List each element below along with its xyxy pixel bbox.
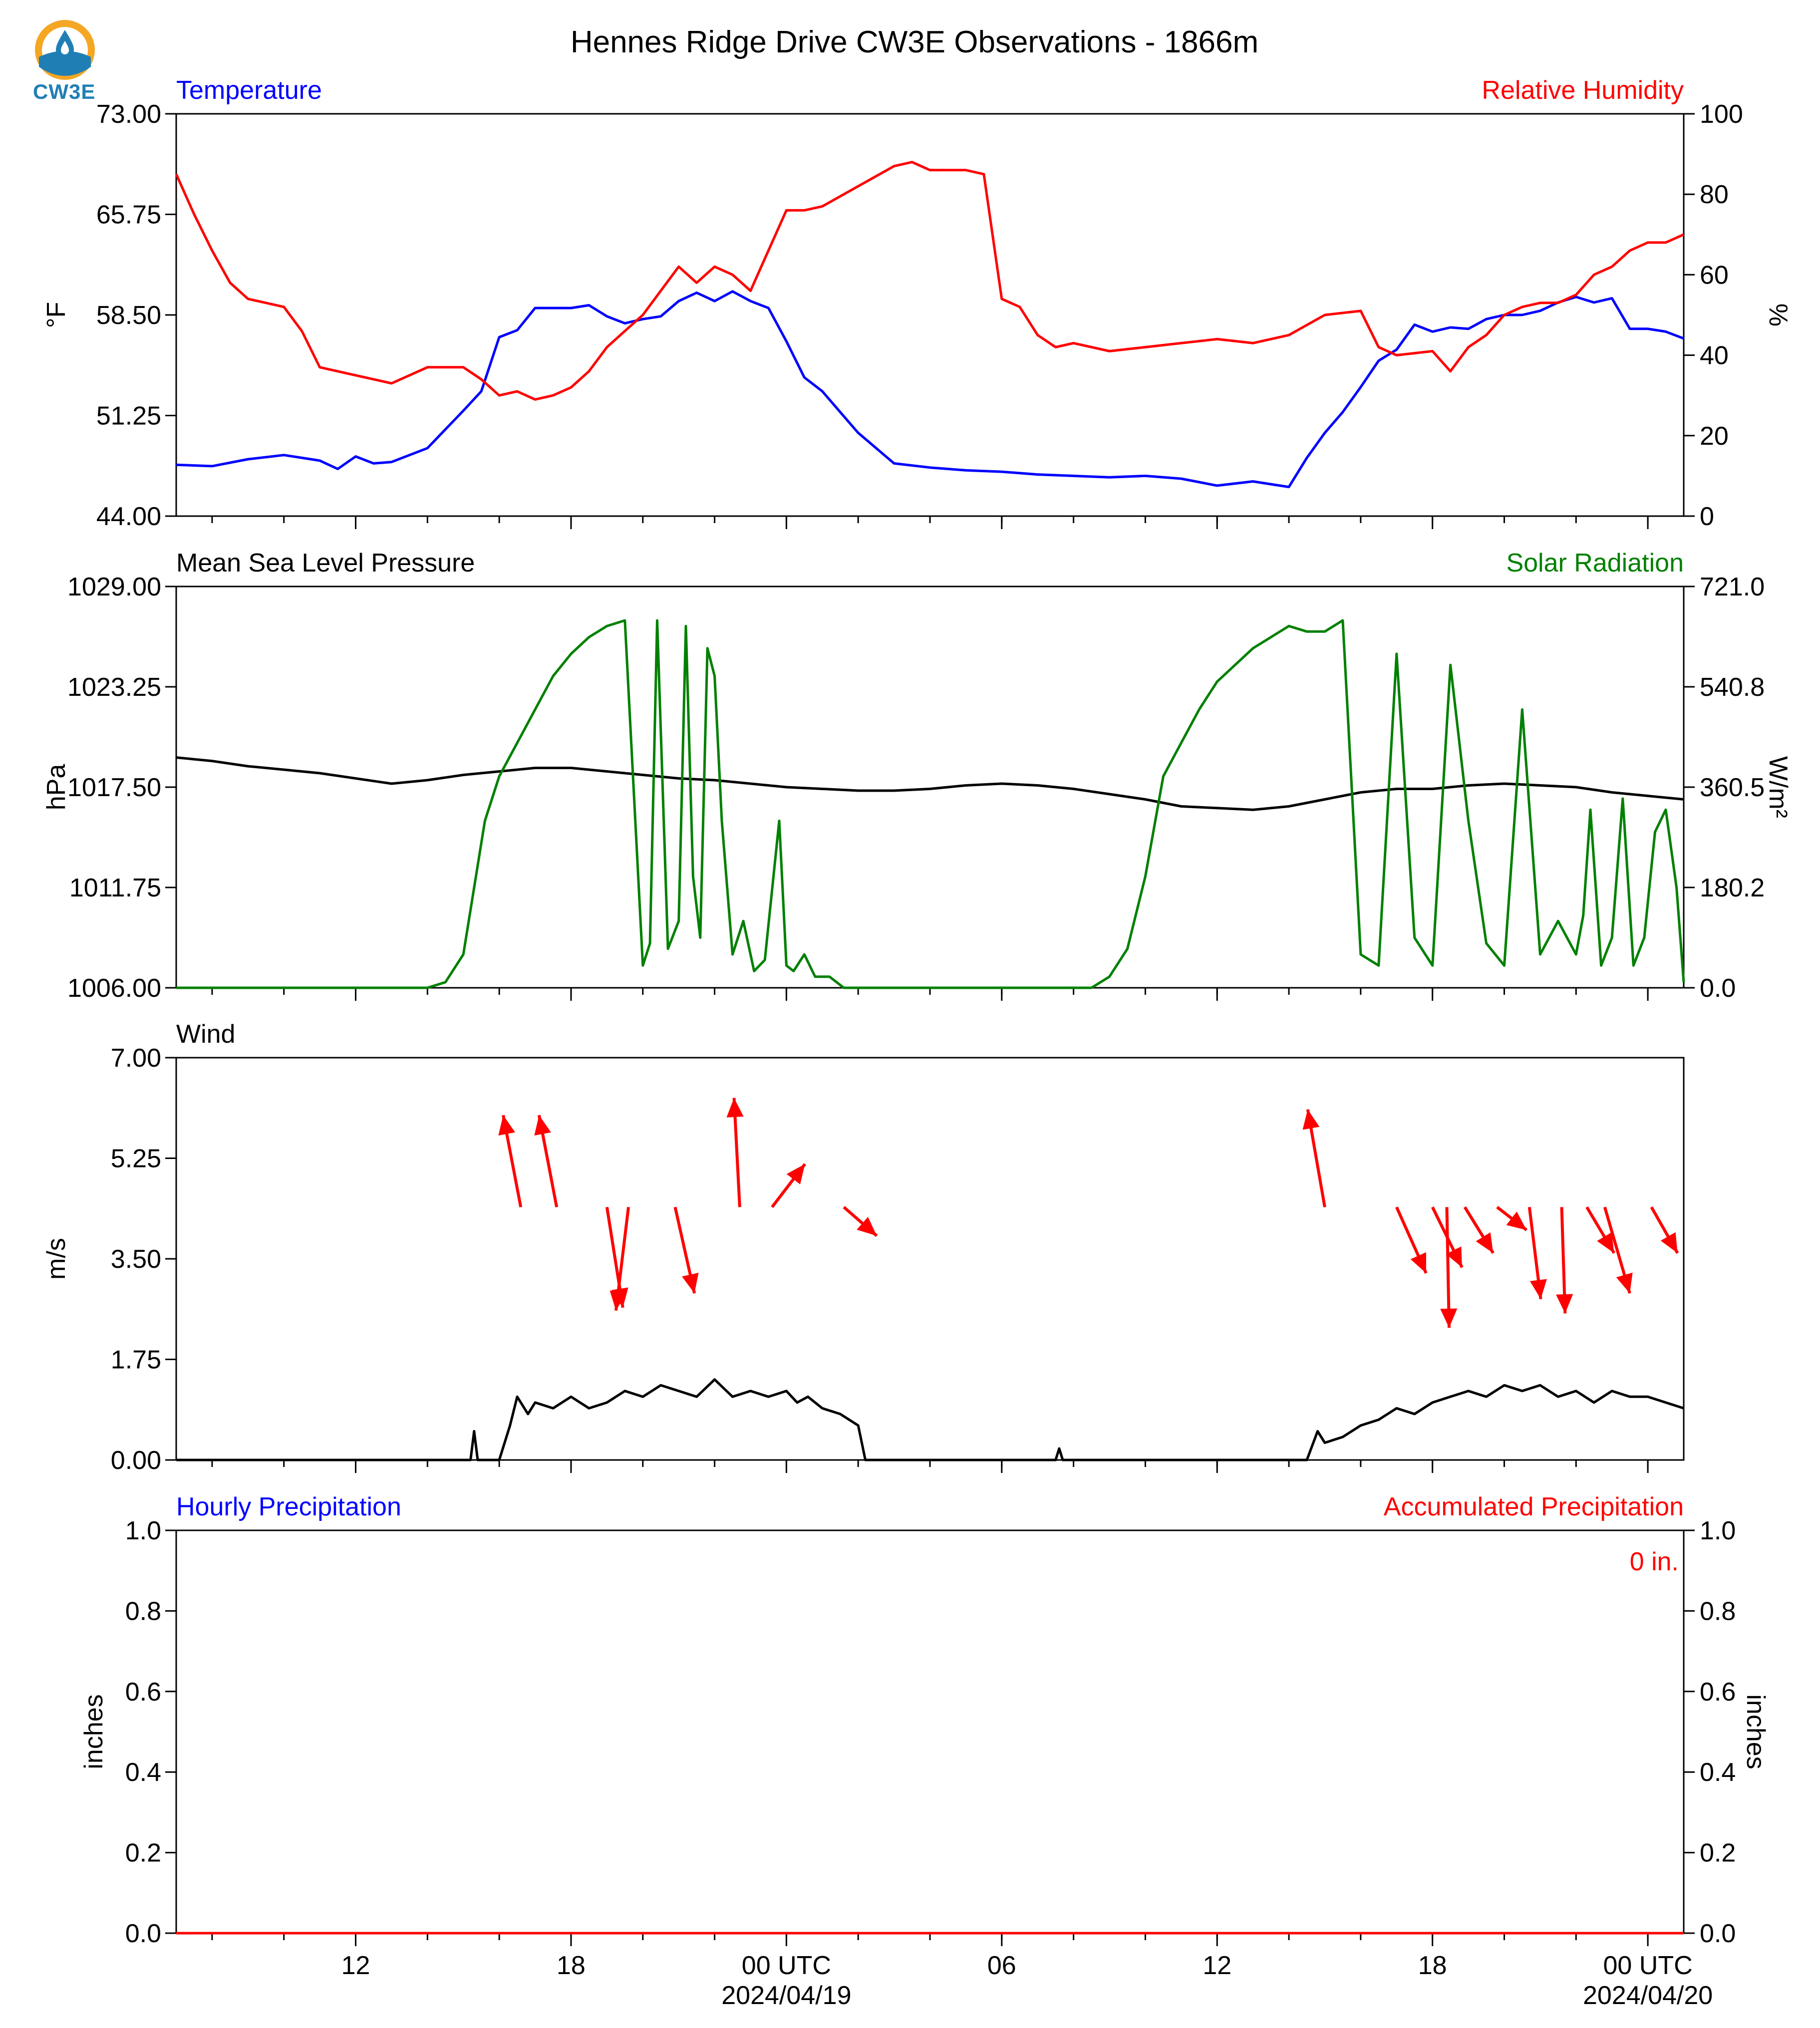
right-series-label: Relative Humidity	[1482, 76, 1684, 105]
panel-3: 7.00 5.25 3.50 1.75 0.00 Wind m/s	[42, 1020, 1685, 1475]
y-right-tick-label: 0.4	[1700, 1758, 1736, 1787]
right-series-label: Solar Radiation	[1506, 549, 1684, 578]
accumulated-total-label: 0 in.	[1630, 1547, 1679, 1576]
wind-arrow-head	[1616, 1272, 1633, 1294]
x-tick-label: 06	[987, 1951, 1016, 1980]
cw3e-logo	[30, 15, 100, 105]
y-left-tick-label: 1029.00	[67, 573, 161, 601]
wind-arrow-head	[1446, 1246, 1462, 1268]
y-left-tick-label: 1011.75	[69, 873, 161, 902]
y-left-tick-label: 5.25	[111, 1145, 161, 1173]
y-right-tick-label: 20	[1700, 422, 1729, 451]
wind-arrow-head	[857, 1216, 877, 1236]
y-left-tick-label: 0.0	[125, 1919, 161, 1948]
y-left-tick-label: 1.75	[111, 1346, 161, 1375]
y-left-tick-label: 0.2	[125, 1839, 161, 1868]
y-left-tick-label: 3.50	[111, 1245, 161, 1274]
wind-arrow-head	[1660, 1232, 1678, 1253]
x-date-label: 2024/04/19	[721, 1981, 851, 2010]
plot-frame	[175, 1529, 1685, 1934]
wind-arrow-head	[1440, 1308, 1458, 1328]
y-left-tick-label: 1023.25	[67, 673, 161, 702]
panel-1: 73.00 65.75 58.50 51.25 44.00 100 80 60 40 20 0 Tem…	[42, 76, 1793, 531]
y-left-tick-label: 0.00	[111, 1446, 161, 1475]
y-left-tick-label: 51.25	[96, 402, 161, 431]
wind-arrow-head	[786, 1164, 805, 1184]
x-tick-label: 18	[557, 1951, 586, 1980]
wind-arrow-head	[682, 1272, 699, 1294]
panel-2: 1029.00 1023.25 1017.50 1011.75 1006.00 721.0…	[42, 549, 1793, 1003]
y-right-axis-title: inches	[1741, 1694, 1770, 1769]
y-left-tick-label: 58.50	[96, 301, 161, 330]
y-right-tick-label: 100	[1700, 100, 1743, 129]
y-left-axis-title: m/s	[42, 1238, 71, 1280]
left-series-label: Hourly Precipitation	[176, 1492, 401, 1521]
y-left-tick-label: 1006.00	[67, 974, 161, 1003]
wind-arrow-head	[1597, 1232, 1614, 1253]
wind-arrow-head	[726, 1098, 744, 1118]
x-tick-label: 12	[1203, 1951, 1231, 1980]
y-right-axis-title: W/m²	[1764, 756, 1793, 818]
logo-text: CW3E	[33, 80, 96, 103]
left-series-label: Temperature	[176, 76, 322, 105]
y-right-tick-label: 180.2	[1700, 873, 1765, 902]
y-right-tick-label: 0.8	[1700, 1597, 1736, 1626]
x-tick-label: 12	[341, 1951, 370, 1980]
wind-arrow-head	[1506, 1211, 1527, 1230]
right-series-label: Accumulated Precipitation	[1384, 1492, 1684, 1521]
x-tick-label: 18	[1418, 1951, 1447, 1980]
chart-title: Hennes Ridge Drive CW3E Observations - 1…	[571, 25, 1258, 59]
y-right-tick-label: 0.0	[1700, 974, 1736, 1003]
plot-frame	[175, 113, 1685, 517]
y-right-axis-title: %	[1764, 303, 1793, 326]
x-date-label: 2024/04/20	[1583, 1981, 1713, 2010]
y-left-tick-label: 44.00	[96, 502, 161, 531]
y-right-tick-label: 80	[1700, 180, 1729, 209]
left-series-label: Wind	[176, 1020, 235, 1049]
y-left-tick-label: 0.6	[125, 1678, 161, 1707]
y-left-axis-title: inches	[79, 1694, 108, 1769]
wind-arrow-head	[1410, 1252, 1426, 1273]
y-right-tick-label: 0.0	[1700, 1919, 1736, 1948]
water-drop-icon	[35, 20, 95, 80]
y-left-tick-label: 0.8	[125, 1597, 161, 1626]
wind-arrow-head	[611, 1287, 628, 1308]
x-tick-label: 00 UTC	[742, 1951, 831, 1980]
y-right-tick-label: 60	[1700, 261, 1729, 290]
y-left-tick-label: 73.00	[96, 100, 161, 129]
y-left-axis-title: hPa	[42, 764, 71, 811]
y-right-tick-label: 0.2	[1700, 1839, 1736, 1868]
y-left-tick-label: 7.00	[111, 1044, 161, 1073]
series-line-solar-radiation	[176, 619, 1685, 989]
wind-arrow-head	[1476, 1232, 1494, 1253]
y-right-tick-label: 40	[1700, 341, 1729, 370]
wind-arrow-head	[1529, 1279, 1547, 1299]
y-left-tick-label: 1017.50	[67, 773, 161, 802]
y-left-axis-title: °F	[42, 302, 71, 328]
y-left-tick-label: 65.75	[96, 201, 161, 230]
wind-arrow-shaft	[1445, 1207, 1451, 1328]
wind-arrow-head	[1302, 1109, 1320, 1130]
wind-arrow-head	[1556, 1294, 1573, 1314]
left-series-label: Mean Sea Level Pressure	[176, 549, 475, 578]
series-line-temperature	[176, 290, 1684, 489]
series-line-wind	[176, 1378, 1684, 1461]
y-right-tick-label: 540.8	[1700, 673, 1765, 702]
x-tick-label: 00 UTC	[1603, 1951, 1693, 1980]
wind-arrow-head	[498, 1115, 516, 1136]
series-line-mean-sea-level-pressure	[176, 756, 1684, 811]
y-right-tick-label: 1.0	[1700, 1516, 1736, 1545]
panel-4: 1.0 0.8 0.6 0.4 0.2 0.0 1.0 0.8 0.6 0.4 0.2 0.0 Hour…	[79, 1492, 1770, 1948]
y-right-tick-label: 0	[1700, 502, 1714, 531]
y-left-tick-label: 0.4	[125, 1758, 161, 1787]
y-right-tick-label: 360.5	[1700, 773, 1765, 802]
series-line-relative-humidity	[175, 161, 1685, 401]
y-right-tick-label: 0.6	[1700, 1678, 1736, 1707]
wind-arrow-head	[534, 1115, 551, 1136]
y-left-tick-label: 1.0	[125, 1516, 161, 1545]
y-right-tick-label: 721.0	[1700, 573, 1765, 601]
